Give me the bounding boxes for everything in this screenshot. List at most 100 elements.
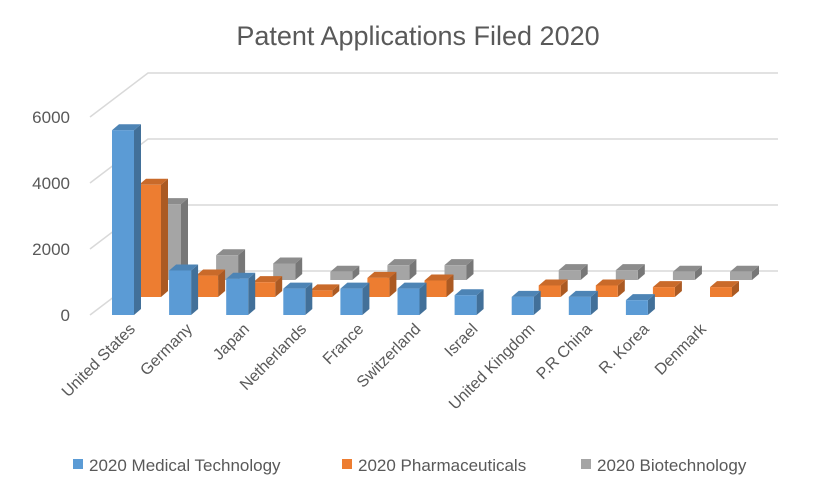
bar-top xyxy=(397,282,427,289)
gridline xyxy=(89,138,778,184)
bar-side xyxy=(590,290,598,315)
bar-top xyxy=(454,289,484,296)
bar xyxy=(169,264,199,315)
bar-side xyxy=(181,198,188,280)
bar-top xyxy=(568,290,598,297)
bar xyxy=(568,290,598,315)
bar xyxy=(367,271,397,297)
bar-top xyxy=(444,259,474,266)
bar xyxy=(330,265,360,280)
bar-side xyxy=(352,265,360,280)
bar-side xyxy=(295,257,303,280)
bar-side xyxy=(446,274,454,297)
bar-front xyxy=(615,270,638,280)
legend-label: 2020 Pharmaceuticals xyxy=(358,456,526,475)
bar xyxy=(253,276,283,297)
bar-front xyxy=(226,278,249,315)
bar-side xyxy=(637,264,645,280)
bar-top xyxy=(169,264,199,271)
bar-top xyxy=(226,272,256,279)
bar-top xyxy=(253,276,283,283)
bar-side xyxy=(694,265,702,280)
bar-side xyxy=(560,279,568,297)
legend-swatch xyxy=(73,459,83,469)
x-tick-label: United States xyxy=(59,321,139,401)
legend-label: 2020 Medical Technology xyxy=(89,456,281,475)
bar xyxy=(558,264,588,280)
bar-front xyxy=(273,263,296,280)
legend-swatch xyxy=(342,459,352,469)
bar-front xyxy=(196,275,219,297)
bar-top xyxy=(196,269,226,276)
y-tick-label: 2000 xyxy=(32,240,70,259)
bar-front xyxy=(710,287,732,297)
bar-side xyxy=(305,282,313,315)
bar xyxy=(196,269,226,297)
bar-side xyxy=(332,284,340,297)
bar-side xyxy=(362,282,370,315)
bar-front xyxy=(672,271,695,280)
y-tick-label: 6000 xyxy=(32,108,70,127)
bar-top xyxy=(273,257,303,264)
bar xyxy=(283,282,313,315)
bar xyxy=(625,294,655,315)
bar-front xyxy=(330,271,353,280)
bar-front xyxy=(568,296,591,315)
bar-front xyxy=(595,285,618,297)
bar-side xyxy=(466,259,474,280)
bar-top xyxy=(387,259,417,266)
bar-side xyxy=(191,264,199,315)
bar-front xyxy=(730,271,752,280)
x-tick-label: Germany xyxy=(137,321,196,380)
bar-side xyxy=(161,178,168,297)
bar xyxy=(273,257,303,280)
legend-swatch xyxy=(581,459,591,469)
bar-side xyxy=(674,281,682,297)
bar xyxy=(112,124,141,315)
bar xyxy=(538,279,568,297)
bar-top xyxy=(652,281,682,288)
bar-front xyxy=(625,300,648,315)
bar-top xyxy=(558,264,588,271)
bar-front xyxy=(340,288,363,315)
bar-side xyxy=(752,265,759,280)
bar xyxy=(139,178,168,297)
bar-top xyxy=(625,294,655,301)
bar-top xyxy=(139,178,168,185)
bar-front xyxy=(397,288,420,315)
bar-top xyxy=(424,274,454,281)
gridline xyxy=(89,204,778,250)
bar xyxy=(397,282,427,315)
bar xyxy=(310,284,340,297)
x-tick-label: P.R China xyxy=(534,321,596,383)
bar-top xyxy=(112,124,141,131)
bar-front xyxy=(454,295,477,315)
bar xyxy=(454,289,484,315)
bar-top xyxy=(595,279,625,286)
gridline xyxy=(89,72,778,118)
bar-top xyxy=(538,279,568,286)
bar-top xyxy=(615,264,645,271)
bar-front xyxy=(652,287,675,297)
bar xyxy=(710,281,739,297)
chart-title: Patent Applications Filed 2020 xyxy=(236,21,599,51)
bar xyxy=(672,265,702,280)
bar-top xyxy=(310,284,340,291)
bar-top xyxy=(330,265,360,272)
bar-side xyxy=(617,279,625,297)
bar-top xyxy=(730,265,759,272)
bar-side xyxy=(389,271,397,297)
bar-side xyxy=(409,259,417,280)
bar-side xyxy=(248,272,256,315)
bar-top xyxy=(672,265,702,272)
bar-front xyxy=(367,277,390,297)
y-tick-label: 4000 xyxy=(32,174,70,193)
bar-front xyxy=(253,282,276,297)
bar-top xyxy=(340,282,370,289)
bar xyxy=(615,264,645,280)
bar-front xyxy=(112,130,134,315)
bar-front xyxy=(558,270,581,280)
bar-side xyxy=(476,289,484,315)
bar-side xyxy=(647,294,655,315)
